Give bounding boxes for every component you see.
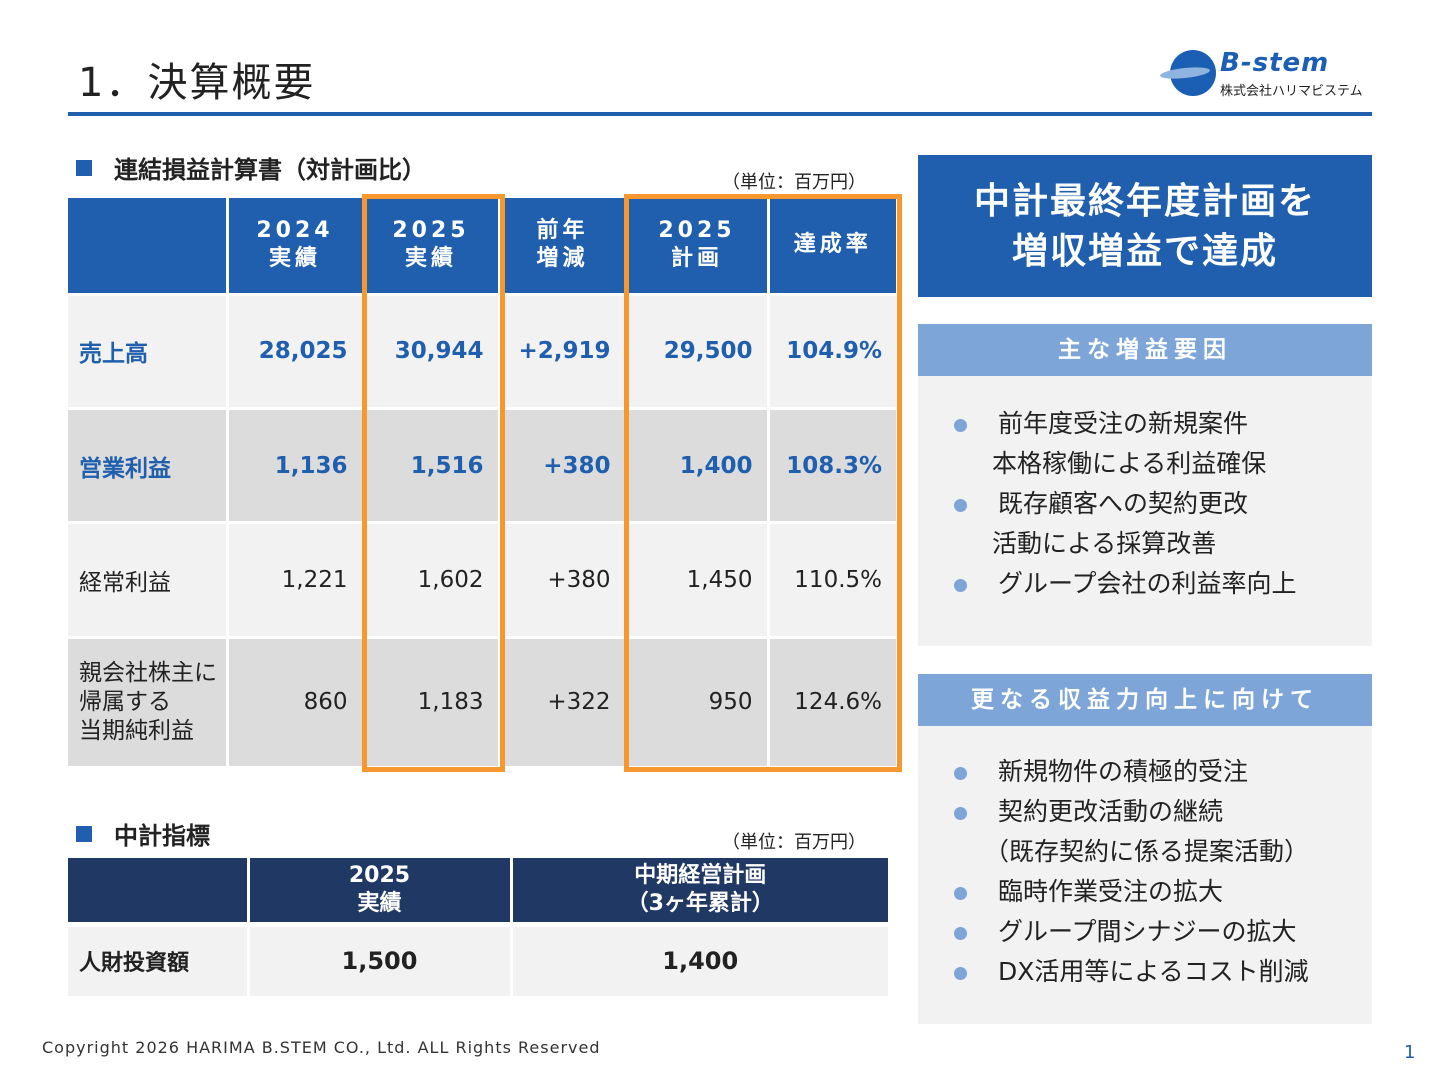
circle-bullet-icon: [954, 927, 967, 940]
logo-company-name: 株式会社ハリマビステム: [1220, 84, 1363, 99]
row-label: 経常利益: [68, 521, 227, 638]
headline-line-2: 増収増益で達成: [1011, 231, 1278, 272]
pl-unit-note: （単位：百万円）: [722, 172, 866, 193]
kpi-heading-text: 中計指標: [114, 822, 210, 850]
cell-2025-plan: 950: [624, 635, 768, 766]
cell-2025-actual: 1,183: [361, 635, 499, 766]
company-logo: B-stem 株式会社ハリマビステム: [1159, 46, 1375, 102]
cell-2024-actual: 860: [225, 635, 363, 766]
cell-2025-actual: 1,516: [361, 406, 499, 523]
list-item: 契約更改活動の継続 （既存契約に係る提案活動）: [954, 792, 1372, 872]
kpi-unit-note: （単位：百万円）: [722, 832, 866, 853]
income-statement-table: 2024 実績 2025 実績 前年 増減 2025 計画 達成率 売上高 28,025…: [68, 198, 896, 766]
headline-line-1: 中計最終年度計画を: [973, 181, 1316, 222]
kpi-section-heading: 中計指標: [76, 816, 210, 851]
row-label: 営業利益: [68, 406, 227, 523]
cell-achievement-rate: 108.3%: [766, 406, 896, 523]
cell-2025-plan: 29,500: [624, 292, 768, 409]
kpi-header-blank: [68, 858, 248, 924]
circle-bullet-icon: [954, 579, 967, 592]
page-title: 1．決算概要: [78, 60, 316, 106]
earning-power-title: 更なる収益力向上に向けて: [918, 674, 1372, 726]
headline-banner: 中計最終年度計画を 増収増益で達成: [918, 155, 1372, 297]
table-row-operating-profit: 営業利益 1,136 1,516 +380 1,400 108.3%: [68, 406, 896, 523]
circle-bullet-icon: [954, 419, 967, 432]
highlight-frame-2025-plan: [624, 194, 902, 772]
list-item: グループ会社の利益率向上: [954, 564, 1372, 604]
highlight-frame-2025-actual: [362, 194, 505, 772]
square-bullet-icon: [76, 825, 92, 842]
profit-factors-title: 主な増益要因: [918, 324, 1372, 376]
kpi-header-row: 2025 実績 中期経営計画 （3ヶ年累計）: [68, 858, 888, 924]
cell-yoy-change: +380: [497, 406, 626, 523]
header-cell-2024-actual: 2024 実績: [225, 198, 363, 294]
pl-heading-text: 連結損益計算書（対計画比）: [114, 156, 426, 184]
list-item: DX活用等によるコスト削減: [954, 952, 1372, 992]
kpi-header-midterm-plan: 中期経営計画 （3ヶ年累計）: [509, 858, 888, 924]
cell-achievement-rate: 104.9%: [766, 292, 896, 409]
cell-achievement-rate: 110.5%: [766, 521, 896, 638]
copyright-notice: Copyright 2026 HARIMA B.STEM CO., Ltd. A…: [42, 1038, 601, 1057]
circle-bullet-icon: [954, 967, 967, 980]
cell-yoy-change: +322: [497, 635, 626, 766]
header-cell-blank: [68, 198, 227, 294]
cell-2025-actual: 1,500: [246, 921, 511, 996]
table-row-hr-investment: 人財投資額 1,500 1,400: [68, 921, 888, 996]
list-item: 新規物件の積極的受注: [954, 752, 1372, 792]
page-number: 1: [1404, 1042, 1416, 1063]
row-label: 売上高: [68, 292, 227, 409]
cell-2024-actual: 1,221: [225, 521, 363, 638]
profit-factors-list: 前年度受注の新規案件 本格稼働による利益確保 既存顧客への契約更改 活動による採…: [954, 404, 1372, 604]
cell-achievement-rate: 124.6%: [766, 635, 896, 766]
header-cell-2025-plan: 2025 計画: [624, 198, 768, 294]
header-cell-2025-actual: 2025 実績: [361, 198, 499, 294]
circle-bullet-icon: [954, 499, 967, 512]
kpi-table: 2025 実績 中期経営計画 （3ヶ年累計） 人財投資額 1,500 1,400: [68, 858, 888, 996]
circle-bullet-icon: [954, 887, 967, 900]
logo-wordmark: B-stem: [1220, 48, 1330, 78]
header-cell-achievement-rate: 達成率: [766, 198, 896, 294]
cell-2025-actual: 30,944: [361, 292, 499, 409]
cell-midterm-plan: 1,400: [509, 921, 888, 996]
table-header-row: 2024 実績 2025 実績 前年 増減 2025 計画 達成率: [68, 198, 896, 294]
cell-2025-actual: 1,602: [361, 521, 499, 638]
cell-2025-plan: 1,450: [624, 521, 768, 638]
cell-2024-actual: 1,136: [225, 406, 363, 523]
list-item: 既存顧客への契約更改 活動による採算改善: [954, 484, 1372, 564]
earning-power-box: 新規物件の積極的受注 契約更改活動の継続 （既存契約に係る提案活動） 臨時作業受…: [918, 726, 1372, 1024]
cell-2025-plan: 1,400: [624, 406, 768, 523]
pl-section-heading: 連結損益計算書（対計画比）: [76, 150, 426, 185]
circle-bullet-icon: [954, 807, 967, 820]
cell-2024-actual: 28,025: [225, 292, 363, 409]
square-bullet-icon: [76, 159, 92, 176]
list-item: 前年度受注の新規案件 本格稼働による利益確保: [954, 404, 1372, 484]
profit-factors-box: 前年度受注の新規案件 本格稼働による利益確保 既存顧客への契約更改 活動による採…: [918, 376, 1372, 646]
list-item: グループ間シナジーの拡大: [954, 912, 1372, 952]
list-item: 臨時作業受注の拡大: [954, 872, 1372, 912]
header-cell-yoy-change: 前年 増減: [497, 198, 626, 294]
row-label: 人財投資額: [68, 921, 248, 996]
row-label: 親会社株主に 帰属する 当期純利益: [68, 635, 227, 766]
cell-yoy-change: +2,919: [497, 292, 626, 409]
cell-yoy-change: +380: [497, 521, 626, 638]
circle-bullet-icon: [954, 767, 967, 780]
title-divider: [68, 112, 1372, 116]
earning-power-list: 新規物件の積極的受注 契約更改活動の継続 （既存契約に係る提案活動） 臨時作業受…: [954, 752, 1372, 992]
kpi-header-2025-actual: 2025 実績: [246, 858, 511, 924]
table-row-net-sales: 売上高 28,025 30,944 +2,919 29,500 104.9%: [68, 292, 896, 409]
table-row-ordinary-profit: 経常利益 1,221 1,602 +380 1,450 110.5%: [68, 521, 896, 638]
table-row-net-income: 親会社株主に 帰属する 当期純利益 860 1,183 +322 950 124.6…: [68, 635, 896, 766]
